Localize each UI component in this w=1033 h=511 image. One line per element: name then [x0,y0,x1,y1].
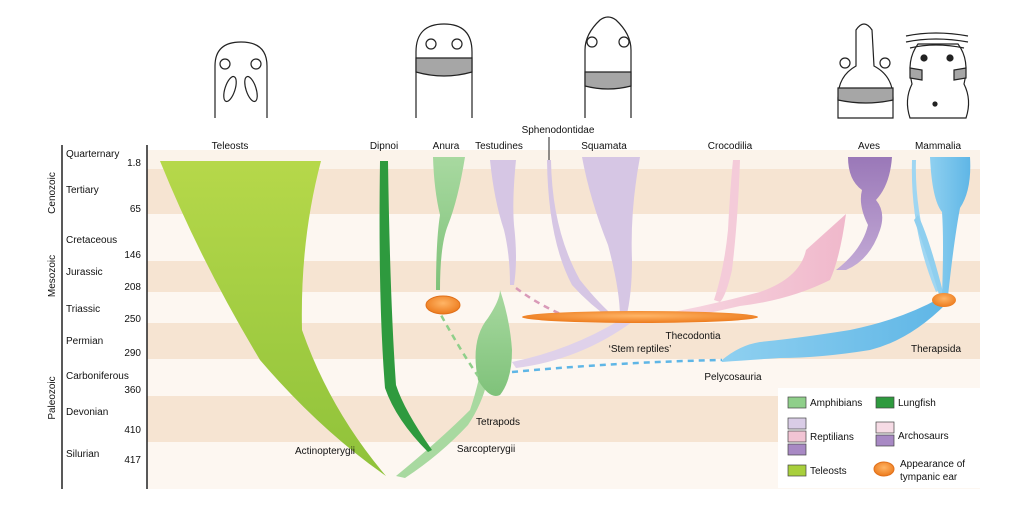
label-sphenodontidae: Sphenodontidae [522,125,595,136]
aves-lineage [836,157,892,270]
label-testudines: Testudines [475,141,523,152]
skull-amphibian-icon [415,23,473,118]
squamata-lineage [582,157,640,318]
mammal-branch-lineage [914,215,944,298]
lungfish-lineage [379,161,432,452]
legend-teleosts: Teleosts [810,466,847,477]
therapsida-lineage [722,298,946,362]
tympanic-reptile-marker [522,311,758,323]
period-age: 208 [124,282,141,293]
label-tetrapods: Tetrapods [476,417,520,428]
testudines-lineage [490,160,516,285]
legend-swatch-lungfish [875,396,895,409]
legend-archosaurs: Archosaurs [898,431,949,442]
tympanic-ear-markers [425,293,956,323]
period-name: Quarternary [66,149,119,160]
period-age: 417 [124,455,141,466]
skull-archosaur-icon [837,23,894,119]
label-sarcopterygii: Sarcopterygii [457,444,515,455]
label-mammalia: Mammalia [915,141,962,152]
period-name: Tertiary [66,185,99,196]
label-crocodilia: Crocodilia [708,141,753,152]
label-thecodontia: Thecodontia [665,331,720,342]
label-anura: Anura [433,141,460,152]
label-stem-reptiles: ‘Stem reptiles’ [609,344,672,355]
legend-swatch-tympanic [873,461,895,477]
period-name: Permian [66,336,103,347]
legend: Amphibians Lungfish Reptilians Archosaur… [778,388,980,488]
legend-lungfish: Lungfish [898,398,936,409]
period-age: 360 [124,385,141,396]
period-age: 290 [124,348,141,359]
era-paleozoic: Paleozoic [47,376,58,419]
sphenodontidae-lineage [547,160,616,320]
period-age: 65 [130,204,142,215]
label-actinopterygii: Actinopterygii [295,446,355,457]
legend-swatch-reptile-1 [787,417,807,430]
skull-reptile-icon [584,16,632,118]
mammalia-lineage [930,157,971,296]
era-cenozoic: Cenozoic [47,172,58,214]
period-name: Jurassic [66,267,103,278]
legend-amphibians: Amphibians [810,398,862,409]
skull-mammal-icon [905,32,970,119]
period-name: Silurian [66,449,99,460]
legend-swatch-teleosts [787,464,807,477]
archosaur-lineage [640,214,846,324]
teleost-lineage [160,161,386,476]
stem-reptile-lineage [512,320,632,368]
legend-tympanic-1: Appearance of [900,459,965,470]
period-age: 250 [124,314,141,325]
period-age: 146 [124,250,141,261]
legend-swatch-amphibians [787,396,807,409]
period-labels: Quarternary 1.8 Tertiary 65 Cretaceous 1… [66,149,141,466]
label-therapsida: Therapsida [911,344,961,355]
label-squamata: Squamata [581,141,627,152]
legend-reptilians: Reptilians [810,432,854,443]
crocodilia-lineage [714,160,740,302]
skull-teleost-icon [214,41,268,118]
era-mesozoic: Mesozoic [47,255,58,297]
legend-swatch-archosaur-2 [875,434,895,447]
label-pelycosauria: Pelycosauria [704,372,762,383]
label-aves: Aves [858,141,880,152]
period-name: Carboniferous [66,371,129,382]
lineages [160,157,971,478]
tympanic-anura-marker [425,295,461,315]
legend-swatch-reptile-3 [787,443,807,456]
period-name: Devonian [66,407,108,418]
label-dipnoi: Dipnoi [370,141,398,152]
period-age: 1.8 [127,158,141,169]
period-name: Triassic [66,304,100,315]
tympanic-mammal-marker [932,293,956,307]
period-age: 410 [124,425,141,436]
anura-lineage [433,157,465,290]
legend-swatch-reptile-2 [787,430,807,443]
taxon-labels: Teleosts Dipnoi Anura Testudines Sphenod… [212,125,962,457]
legend-tympanic-2: tympanic ear [900,472,958,483]
legend-swatch-archosaur-1 [875,421,895,434]
tetrapod-lineage [475,290,512,396]
label-teleosts: Teleosts [212,141,249,152]
period-name: Cretaceous [66,235,117,246]
